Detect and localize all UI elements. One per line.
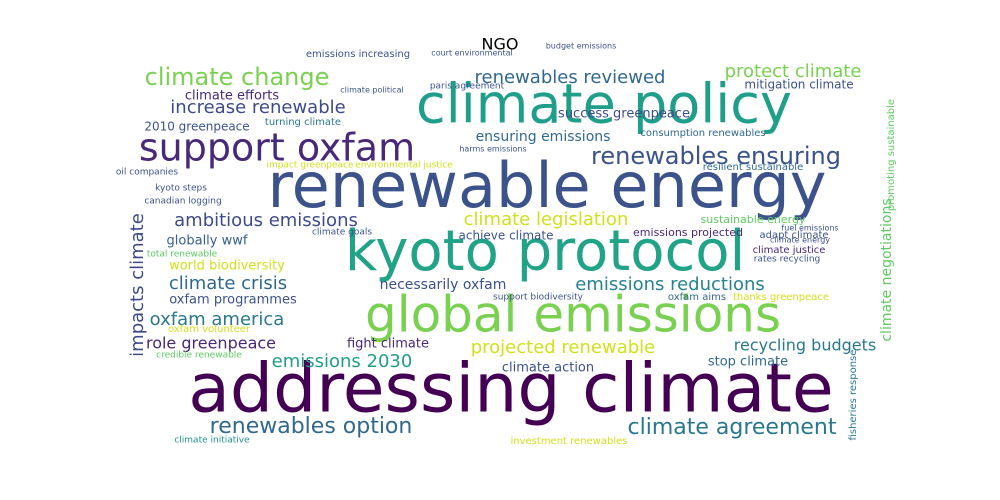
word: budget emissions (546, 42, 617, 51)
word: fuel emissions (781, 224, 838, 233)
word: renewable energy (268, 149, 827, 222)
word: investment renewables (511, 436, 628, 447)
word: climate initiative (174, 436, 250, 446)
word: thanks greenpeace (733, 292, 829, 303)
word: support biodiversity (493, 293, 584, 303)
word: climate political (340, 86, 403, 95)
word: stop climate (708, 355, 788, 370)
word: fisheries response (848, 350, 859, 441)
word: climate negotiations (879, 198, 895, 341)
word: projected renewable (471, 337, 656, 358)
word: role greenpeace (146, 334, 276, 353)
word: oxfam programmes (169, 293, 297, 308)
word: climate policy (416, 73, 792, 136)
word: kyoto protocol (345, 219, 745, 284)
word: mitigation climate (744, 78, 853, 92)
chart-title: NGO (482, 35, 519, 54)
word: protect climate (725, 61, 862, 82)
word: climate crisis (169, 273, 287, 294)
word: emissions reductions (575, 274, 765, 295)
word: climate action (502, 361, 594, 376)
word: harms emissions (459, 145, 526, 154)
word: adapt climate (759, 230, 828, 241)
word: ambitious emissions (174, 210, 358, 231)
word: impact greenpeace (266, 161, 354, 171)
word: rates recycling (754, 255, 821, 265)
word: success greenpeace (558, 107, 690, 122)
word: oxfam aims (668, 292, 726, 303)
word: climate energy (770, 236, 830, 245)
word: addressing climate (188, 350, 834, 429)
word: renewables ensuring (591, 142, 841, 170)
word: support oxfam (139, 126, 415, 170)
word: recycling budgets (734, 336, 876, 355)
word: increase renewable (170, 97, 345, 118)
word: globally wwf (167, 234, 248, 249)
word: kyoto steps (155, 184, 207, 194)
word: impacts climate (127, 213, 148, 357)
word: court environmental (431, 49, 512, 58)
word: global emissions (365, 286, 781, 344)
word: ensuring emissions (476, 129, 611, 145)
word: total renewable (147, 250, 218, 260)
word: oxfam america (150, 309, 285, 330)
word: necessarily oxfam (380, 277, 507, 293)
word: turning climate (265, 117, 341, 128)
word: oxfam volunteer (168, 324, 251, 335)
word: credible renewable (156, 351, 242, 361)
word: sustainable energy (701, 213, 806, 226)
word: canadian logging (144, 197, 221, 207)
word: climate justice (753, 245, 826, 256)
word: emissions projected (633, 226, 743, 239)
word: fight climate (347, 337, 429, 352)
word: climate goals (312, 228, 372, 238)
word: emissions 2030 (272, 351, 413, 372)
word: climate legislation (464, 209, 629, 230)
word: renewables reviewed (475, 67, 666, 88)
word: climate efforts (185, 89, 280, 104)
word: climate agreement (628, 415, 837, 440)
word: 2010 greenpeace (144, 120, 249, 134)
word: achieve climate (459, 229, 554, 243)
word: oil companies (116, 168, 179, 178)
word: emissions increasing (306, 49, 410, 60)
word: consumption renewables (640, 128, 765, 139)
word: world biodiversity (169, 259, 285, 274)
word: paris agreement (430, 82, 505, 92)
word: renewables option (210, 414, 413, 439)
word: climate change (145, 63, 330, 91)
word: promoting sustainable (886, 99, 897, 211)
word: environmental justice (355, 161, 453, 171)
word: resilient sustainable (703, 162, 804, 173)
